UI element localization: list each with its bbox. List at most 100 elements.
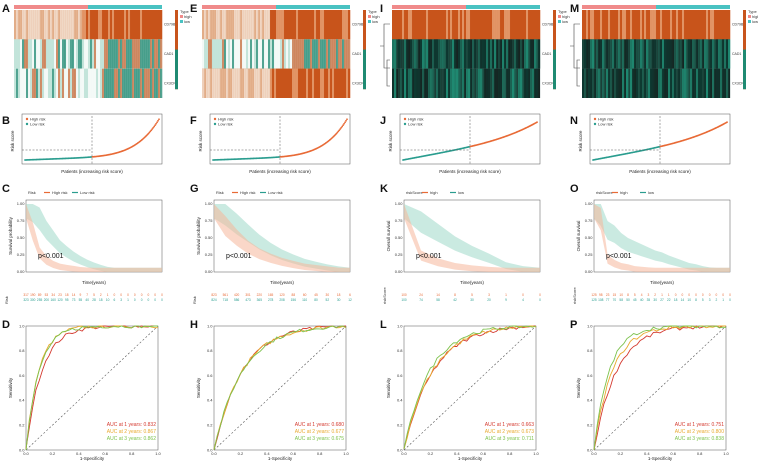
heatmap-cell: [426, 68, 429, 98]
heatmap-cell: [340, 39, 343, 69]
km-pvalue: p<0.001: [38, 253, 64, 260]
risk-table-low-count: 0: [729, 298, 731, 302]
risk-table-low-count: 80: [314, 298, 318, 302]
heatmap-cell: [716, 39, 719, 69]
heatmap-cell: [90, 39, 93, 69]
heatmap-cell: [278, 68, 281, 98]
heatmap-cell: [268, 39, 271, 69]
heatmap-cell: [658, 39, 661, 69]
heatmap-cell: [644, 39, 647, 69]
heatmap-cell: [240, 68, 243, 98]
risk-table-low-count: 824: [211, 298, 217, 302]
heatmap-cell: [204, 68, 207, 98]
heatmap-cell: [328, 10, 331, 40]
heatmap-cell: [496, 39, 499, 69]
km-low-risk-ci-ribbon: [594, 204, 730, 272]
heatmap-cell: [260, 39, 263, 69]
km-legend-low: Low risk: [80, 190, 95, 195]
heatmap-cell: [258, 10, 261, 40]
heatmap-cell: [160, 10, 163, 40]
heatmap-cell: [612, 10, 615, 40]
km-plot-frame: [213, 199, 351, 273]
heatmap-cell: [18, 10, 21, 40]
heatmap-cell: [432, 10, 435, 40]
risk-point: [150, 129, 153, 132]
risk-table-low-count: 3: [709, 298, 711, 302]
risk-table-low-count: 35: [647, 298, 651, 302]
heatmap-cell: [254, 39, 257, 69]
heatmap-cell: [96, 39, 99, 69]
heatmap-cell: [602, 68, 605, 98]
heatmap-cell: [28, 68, 31, 98]
heatmap-cell: [460, 68, 463, 98]
heatmap-cell: [584, 10, 587, 40]
heatmap-cell: [226, 10, 229, 40]
heatmap-cell: [348, 10, 351, 40]
roc-ytick: 1.0: [587, 323, 593, 328]
heatmap-cell: [616, 39, 619, 69]
heatmap-cell: [296, 39, 299, 69]
heatmap-cell: [712, 10, 715, 40]
heatmap-cell: [324, 68, 327, 98]
heatmap-legend-low: low: [372, 19, 378, 24]
heatmap-cell: [134, 39, 137, 69]
heatmap-cell: [326, 10, 329, 40]
heatmap-cell: [410, 39, 413, 69]
heatmap-cell: [414, 39, 417, 69]
heatmap-cell: [628, 68, 631, 98]
heatmap-cell: [242, 68, 245, 98]
heatmap-legend-high-swatch: [748, 15, 751, 18]
heatmap-cell: [252, 68, 255, 98]
heatmap-legend-title: Type: [368, 9, 377, 14]
km-xlabel: Time(years): [270, 280, 294, 285]
risk-table-high-count: 0: [539, 293, 541, 297]
heatmap-cell: [224, 10, 227, 40]
risk-point: [339, 128, 342, 130]
heatmap-cell: [246, 68, 249, 98]
gene-label-0: CD79B: [542, 23, 554, 27]
heatmap-cell: [480, 39, 483, 69]
roc-plot-frame: [593, 325, 727, 451]
heatmap-cell: [392, 68, 395, 98]
heatmap-row-1: [392, 39, 541, 69]
heatmap-cell: [286, 10, 289, 40]
risk-table-high-count: 220: [257, 293, 263, 297]
heatmap-cell: [672, 10, 675, 40]
heatmap-cell: [526, 10, 529, 40]
heatmap-cell: [346, 39, 349, 69]
risk-legend-low-swatch: [403, 122, 407, 126]
heatmap-cell: [316, 10, 319, 40]
km-legend-high: High risk: [52, 190, 68, 195]
heatmap-cell: [686, 10, 689, 40]
risk-table-high-count: 0: [682, 293, 684, 297]
roc-xtick: 0.0: [211, 451, 217, 456]
risk-table-high-count: 23: [58, 293, 62, 297]
heatmap-cell: [250, 39, 253, 69]
heatmap-cell: [634, 39, 637, 69]
heatmap-cell: [248, 68, 251, 98]
heatmap-cell: [502, 10, 505, 40]
heatmap-cell: [82, 39, 85, 69]
heatmap-cell: [506, 68, 509, 98]
heatmap-cell: [488, 68, 491, 98]
km-pvalue: p<0.001: [416, 253, 442, 260]
heatmap-cell: [484, 68, 487, 98]
heatmap-cell: [98, 68, 101, 98]
heatmap-cell: [208, 68, 211, 98]
heatmap-cell: [314, 39, 317, 69]
heatmap-cell: [224, 68, 227, 98]
heatmap-cell: [506, 10, 509, 40]
heatmap-cell: [618, 39, 621, 69]
heatmap-cell: [502, 68, 505, 98]
heatmap-cell: [240, 10, 243, 40]
roc-ytick: 0.0: [397, 447, 403, 452]
heatmap-color-key-low: [743, 49, 746, 90]
heatmap-cell: [150, 10, 153, 40]
heatmap-cell: [596, 10, 599, 40]
heatmap-cell: [108, 68, 111, 98]
risk-table-high-count: 1: [668, 293, 670, 297]
risk-legend-high: High risk: [598, 117, 614, 122]
heatmap-cell: [30, 10, 33, 40]
heatmap-cell: [700, 68, 703, 98]
